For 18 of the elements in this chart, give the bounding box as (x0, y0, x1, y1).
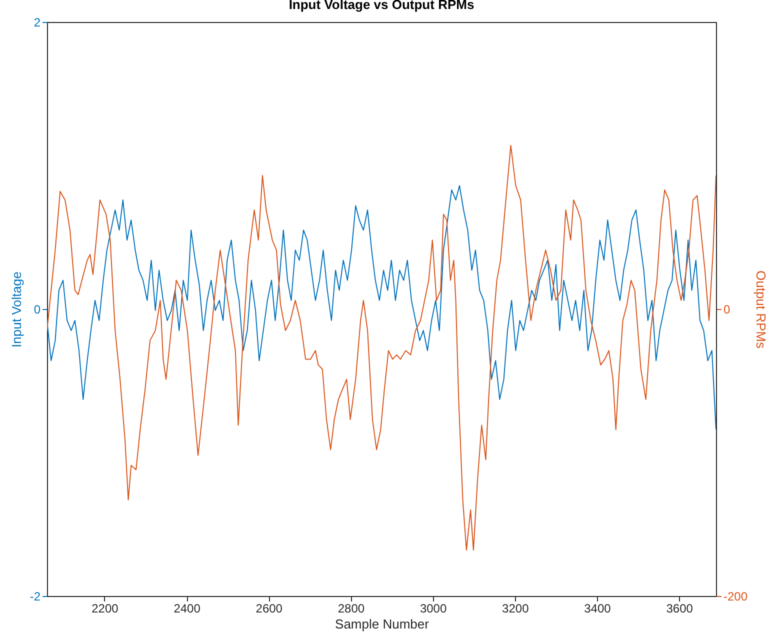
y-tick-label: -2 (30, 590, 41, 604)
x-tick-label: 3000 (420, 602, 447, 616)
y2-tick-label: -200 (724, 590, 748, 604)
y2-tick-label: 0 (724, 302, 730, 316)
x-tick-label: 3600 (666, 602, 694, 616)
x-axis-title: Sample Number (335, 616, 430, 632)
x-tick-label: 2800 (338, 602, 365, 616)
x-tick-label: 2200 (92, 602, 119, 616)
y2-axis-title: Output RPMs (754, 270, 768, 350)
y-tick-label: 0 (34, 302, 41, 316)
line-series (47, 185, 716, 430)
x-tick-label: 2600 (256, 602, 283, 616)
x-tick-label: 3200 (502, 602, 530, 616)
x-tick-label: 3400 (584, 602, 612, 616)
y-axis-title: Input Voltage (8, 272, 24, 348)
y-tick-label: 2 (34, 16, 41, 30)
x-tick-label: 2400 (174, 602, 201, 616)
line-series (47, 144, 716, 551)
